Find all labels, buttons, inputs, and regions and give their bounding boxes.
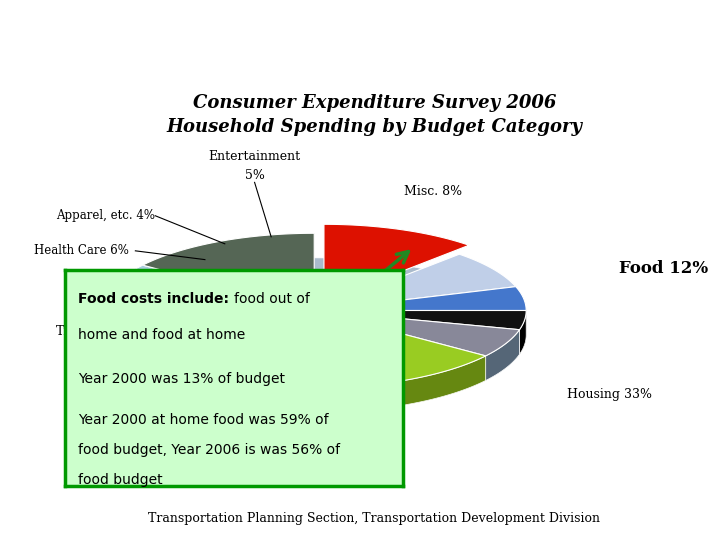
Text: Trans: Trans: [56, 325, 92, 338]
Text: Apparel, etc. 4%: Apparel, etc. 4%: [56, 209, 156, 222]
Text: Transportation Planning Section, Transportation Development Division: Transportation Planning Section, Transpo…: [148, 512, 600, 525]
Text: Year 2000 at home food was 59% of: Year 2000 at home food was 59% of: [78, 413, 329, 427]
Polygon shape: [486, 330, 520, 381]
Text: Food costs include:: Food costs include:: [78, 292, 230, 306]
Polygon shape: [288, 356, 486, 412]
Text: Food 12%: Food 12%: [619, 260, 708, 277]
Polygon shape: [288, 356, 486, 412]
Text: Household Spending by Budget Category: Household Spending by Budget Category: [166, 118, 582, 136]
Polygon shape: [102, 265, 314, 387]
Polygon shape: [102, 265, 288, 411]
Text: Housing 33%: Housing 33%: [567, 388, 652, 401]
Text: 5%: 5%: [245, 170, 264, 183]
Text: food budget, Year 2006 is was 56% of: food budget, Year 2006 is was 56% of: [78, 443, 341, 457]
Text: food budget: food budget: [78, 473, 163, 487]
Text: Misc. 8%: Misc. 8%: [405, 185, 462, 198]
Polygon shape: [486, 330, 520, 381]
Polygon shape: [102, 265, 288, 411]
Polygon shape: [288, 310, 486, 388]
Text: Year 2000 was 13% of budget: Year 2000 was 13% of budget: [78, 372, 285, 386]
Polygon shape: [520, 310, 526, 354]
Text: Health Care 6%: Health Care 6%: [34, 244, 129, 258]
Text: Consumer Expenditure Survey 2006: Consumer Expenditure Survey 2006: [193, 93, 556, 112]
Polygon shape: [143, 233, 314, 310]
Polygon shape: [314, 310, 526, 330]
Polygon shape: [314, 287, 526, 310]
Text: Oregon Department of Transportation: Oregon Department of Transportation: [91, 30, 448, 48]
Text: food out of: food out of: [234, 292, 310, 306]
Polygon shape: [520, 310, 526, 354]
Polygon shape: [324, 224, 469, 301]
Polygon shape: [314, 310, 520, 356]
Ellipse shape: [102, 258, 526, 413]
Text: Entertainment: Entertainment: [209, 150, 301, 163]
Text: home and food at home: home and food at home: [78, 328, 246, 342]
Polygon shape: [314, 254, 516, 310]
